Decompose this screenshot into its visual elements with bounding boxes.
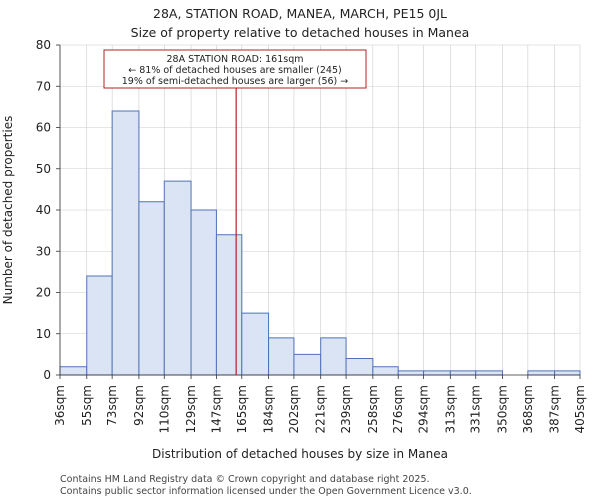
histogram-bar [111, 110, 140, 376]
annotation-line: 28A STATION ROAD: 161sqm [167, 54, 304, 65]
x-tick-label: 350sqm [495, 385, 509, 433]
x-tick-label: 387sqm [548, 385, 562, 433]
histogram-bar [554, 370, 581, 376]
x-tick-label: 276sqm [391, 385, 405, 433]
x-tick-label: 405sqm [573, 385, 587, 433]
x-tick-label: 184sqm [262, 385, 276, 433]
x-tick-label: 129sqm [184, 385, 198, 433]
annotation-box [103, 49, 367, 89]
histogram-bar [293, 353, 322, 376]
x-axis-label: Distribution of detached houses by size … [152, 447, 448, 461]
x-tick-label: 239sqm [339, 385, 353, 433]
x-tick-label: 92sqm [132, 385, 146, 426]
x-tick-label: 36sqm [53, 385, 67, 426]
y-tick-label: 70 [36, 79, 51, 93]
x-tick-label: 147sqm [209, 385, 223, 433]
x-tick-label: 313sqm [443, 385, 457, 433]
y-axis-label: Number of detached properties [1, 116, 15, 305]
y-tick-label: 50 [36, 162, 51, 176]
histogram-bar [86, 275, 113, 376]
histogram-bar [372, 366, 399, 376]
axes [56, 44, 581, 379]
y-tick-label: 10 [36, 327, 51, 341]
y-tick-label: 0 [43, 368, 51, 382]
x-tick-label: 331sqm [469, 385, 483, 433]
x-tick-label: 202sqm [287, 385, 301, 433]
y-tick-label: 30 [36, 244, 51, 258]
histogram-bar [475, 370, 503, 376]
histogram-bar [268, 337, 295, 376]
annotation-line: ← 81% of detached houses are smaller (24… [128, 65, 341, 76]
histogram-bar [320, 337, 347, 376]
y-tick-label: 20 [36, 286, 51, 300]
x-tick-label: 165sqm [235, 385, 249, 433]
x-tick-label: 221sqm [314, 385, 328, 433]
bars [59, 110, 581, 376]
y-tick-label: 80 [36, 38, 51, 52]
x-tick-label: 368sqm [521, 385, 535, 433]
x-tick-label: 110sqm [157, 385, 171, 433]
x-tick-label: 258sqm [366, 385, 380, 433]
histogram-bar [449, 370, 477, 376]
histogram-bar [527, 370, 556, 376]
chart-subtitle: Size of property relative to detached ho… [131, 25, 470, 40]
histogram-bar [423, 370, 451, 376]
y-tick-label: 60 [36, 121, 51, 135]
histogram-bar [138, 201, 165, 376]
annotation-line: 19% of semi-detached houses are larger (… [122, 76, 349, 87]
x-tick-labels: 36sqm 55sqm 73sqm 92sqm 110sqm 129sqm 147sqm 16… [53, 385, 587, 433]
histogram-bar [345, 358, 374, 376]
histogram-bar [59, 366, 88, 376]
chart-title: 28A, STATION ROAD, MANEA, MARCH, PE15 0J… [153, 6, 447, 21]
histogram-bar [163, 180, 192, 376]
x-tick-label: 55sqm [80, 385, 94, 426]
footer-line-1: Contains HM Land Registry data © Crown c… [60, 474, 430, 485]
histogram-bar [397, 370, 425, 376]
histogram-bar [241, 312, 270, 376]
footer-line-2: Contains public sector information licen… [60, 486, 472, 497]
x-tick-label: 294sqm [417, 385, 431, 433]
x-tick-label: 73sqm [105, 385, 119, 426]
y-tick-label: 40 [36, 203, 51, 217]
property-marker: 28A STATION ROAD: 161sqm← 81% of detache… [103, 49, 367, 375]
y-tick-labels: 0 10 20 30 40 50 60 70 80 [36, 38, 51, 382]
histogram-bar [190, 209, 217, 376]
histogram-bar [215, 234, 243, 376]
